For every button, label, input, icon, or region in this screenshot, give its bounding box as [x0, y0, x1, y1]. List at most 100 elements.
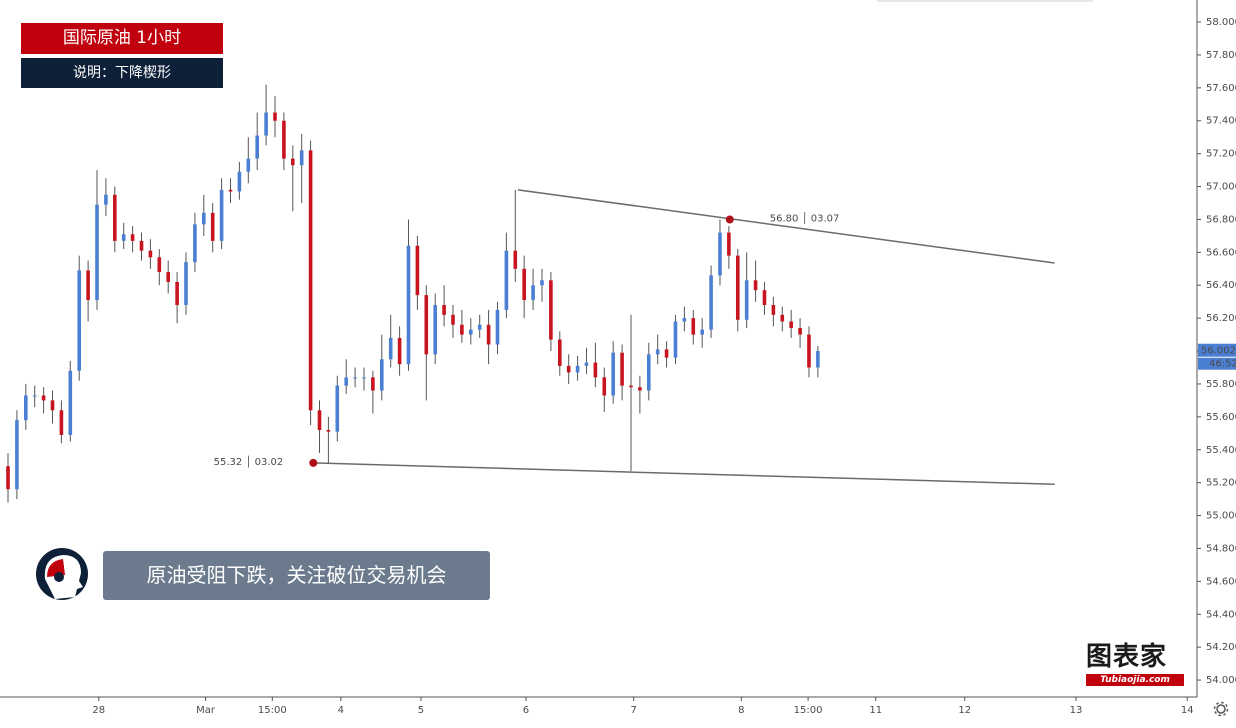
candle-body — [290, 158, 295, 166]
candle-body — [566, 365, 571, 373]
candle-body — [273, 112, 277, 121]
x-tick-label: 15:00 — [258, 705, 287, 716]
candle-body — [68, 370, 73, 435]
candle-body — [228, 189, 233, 192]
y-tick-label: 55.000 — [1206, 511, 1236, 522]
candle-body — [646, 354, 651, 391]
candle-body — [175, 281, 179, 305]
candle-body — [299, 150, 304, 166]
candle-body — [32, 395, 37, 397]
x-tick-label: 12 — [958, 705, 971, 716]
candle-body — [540, 280, 544, 286]
y-tick-label: 58.000 — [1206, 17, 1236, 28]
candle-body — [335, 385, 340, 432]
candle-body — [237, 171, 242, 192]
candle-body — [264, 112, 268, 136]
x-tick-label: 28 — [92, 705, 105, 716]
candle-body — [762, 290, 767, 305]
logo: 图表家 — [1086, 642, 1168, 672]
candle-body — [50, 400, 55, 411]
candle-body — [353, 377, 357, 379]
y-tick-label: 56.600 — [1206, 247, 1236, 258]
candle-body — [424, 295, 429, 355]
candle-body — [477, 324, 482, 330]
candle-body — [219, 189, 224, 241]
y-tick-label: 56.800 — [1206, 214, 1236, 225]
candle-body — [504, 250, 509, 310]
candle-body — [210, 212, 215, 241]
candle-body — [139, 240, 144, 251]
candle-body — [593, 362, 598, 378]
x-tick-label: 11 — [869, 705, 882, 716]
candle-body — [531, 285, 535, 301]
candle-body — [406, 245, 411, 365]
annotation-point — [725, 215, 734, 224]
annotation-label: 56.80 │ 03.07 — [770, 211, 840, 224]
candle-body — [344, 377, 348, 386]
candle-body — [798, 328, 802, 335]
y-tick-label: 54.000 — [1206, 675, 1236, 686]
candle-body — [282, 120, 286, 159]
y-tick-label: 54.600 — [1206, 576, 1236, 587]
candle-body — [629, 385, 633, 388]
trendline — [313, 462, 1055, 486]
candle-body — [104, 194, 108, 205]
candle-body — [495, 309, 500, 345]
candle-body — [611, 352, 615, 396]
candle-body — [620, 352, 624, 386]
candle-body — [362, 377, 366, 379]
candle-body — [15, 420, 19, 490]
candle-body — [771, 304, 776, 315]
annotation-label: 55.32 │ 03.02 — [214, 455, 284, 468]
candle-body — [388, 337, 393, 360]
candle-body — [549, 280, 553, 340]
y-tick-label: 55.800 — [1206, 379, 1236, 390]
candle-body — [700, 329, 704, 335]
candle-body — [486, 324, 491, 345]
x-tick-label: 15:00 — [794, 705, 823, 716]
candle-body — [816, 351, 820, 368]
candle-body — [326, 430, 331, 432]
annotation-point — [309, 458, 318, 467]
candle-body — [6, 466, 10, 490]
last-price-label: 56.002 — [1201, 346, 1236, 357]
candle-body — [744, 280, 749, 320]
y-tick-label: 57.200 — [1206, 149, 1236, 160]
x-tick-label: 8 — [738, 705, 744, 716]
candle-body — [682, 318, 687, 322]
y-tick-label: 55.400 — [1206, 445, 1236, 456]
y-tick-label: 55.600 — [1206, 412, 1236, 423]
y-tick-label: 56.400 — [1206, 280, 1236, 291]
candle-body — [468, 329, 473, 335]
settings-icon[interactable] — [1213, 701, 1229, 717]
x-tick-label: Mar — [196, 705, 216, 716]
candle-body — [202, 212, 206, 225]
candle-body — [148, 250, 153, 258]
logo-sub: Tubiaojia.com — [1086, 674, 1184, 686]
candle-body — [673, 321, 678, 358]
candle-body — [86, 270, 90, 301]
candle-body — [727, 232, 731, 256]
x-tick-label: 14 — [1181, 705, 1194, 716]
candle-body — [522, 268, 526, 301]
candle-body — [166, 272, 171, 282]
candle-body — [184, 262, 188, 305]
candle-body — [513, 250, 518, 269]
candle-body — [397, 337, 402, 365]
candle-body — [157, 257, 162, 273]
note: 说明：下降楔形 — [21, 58, 223, 88]
candle-body — [807, 334, 811, 368]
countdown: 46:52 — [1209, 359, 1236, 370]
candle-body — [41, 395, 46, 401]
x-tick-label: 7 — [630, 705, 636, 716]
candle-body — [24, 395, 28, 421]
banner: 原油受阻下跌，关注破位交易机会 — [103, 551, 490, 600]
candle-body — [59, 410, 64, 435]
analyst-icon — [36, 548, 88, 600]
candle-body — [718, 232, 722, 276]
candle-body — [193, 224, 197, 263]
candle-body — [371, 377, 375, 391]
candle-body — [255, 135, 259, 159]
candle-body — [77, 270, 82, 371]
